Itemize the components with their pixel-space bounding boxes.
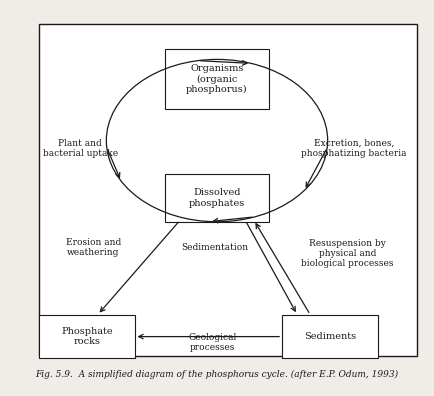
Bar xyxy=(165,50,269,109)
Text: Resuspension by
physical and
biological processes: Resuspension by physical and biological … xyxy=(301,238,394,268)
Text: Excretion, bones,
phosphatizing bacteria: Excretion, bones, phosphatizing bacteria xyxy=(301,139,407,158)
Bar xyxy=(39,315,135,358)
Text: Geological
processes: Geological processes xyxy=(188,333,237,352)
Text: Phosphate
rocks: Phosphate rocks xyxy=(61,327,112,346)
Text: Organisms
(organic
phosphorus): Organisms (organic phosphorus) xyxy=(186,64,248,94)
Bar xyxy=(282,315,378,358)
Text: Plant and
bacterial uptake: Plant and bacterial uptake xyxy=(43,139,118,158)
Bar xyxy=(165,174,269,222)
Text: Fig. 5.9.  A simplified diagram of the phosphorus cycle. (after E.P. Odum, 1993): Fig. 5.9. A simplified diagram of the ph… xyxy=(36,369,398,379)
Text: Dissolved
phosphates: Dissolved phosphates xyxy=(189,188,245,208)
Text: Sedimentation: Sedimentation xyxy=(181,243,248,252)
Text: Sediments: Sediments xyxy=(304,332,356,341)
Text: Erosion and
weathering: Erosion and weathering xyxy=(66,238,121,257)
Bar xyxy=(39,24,417,356)
